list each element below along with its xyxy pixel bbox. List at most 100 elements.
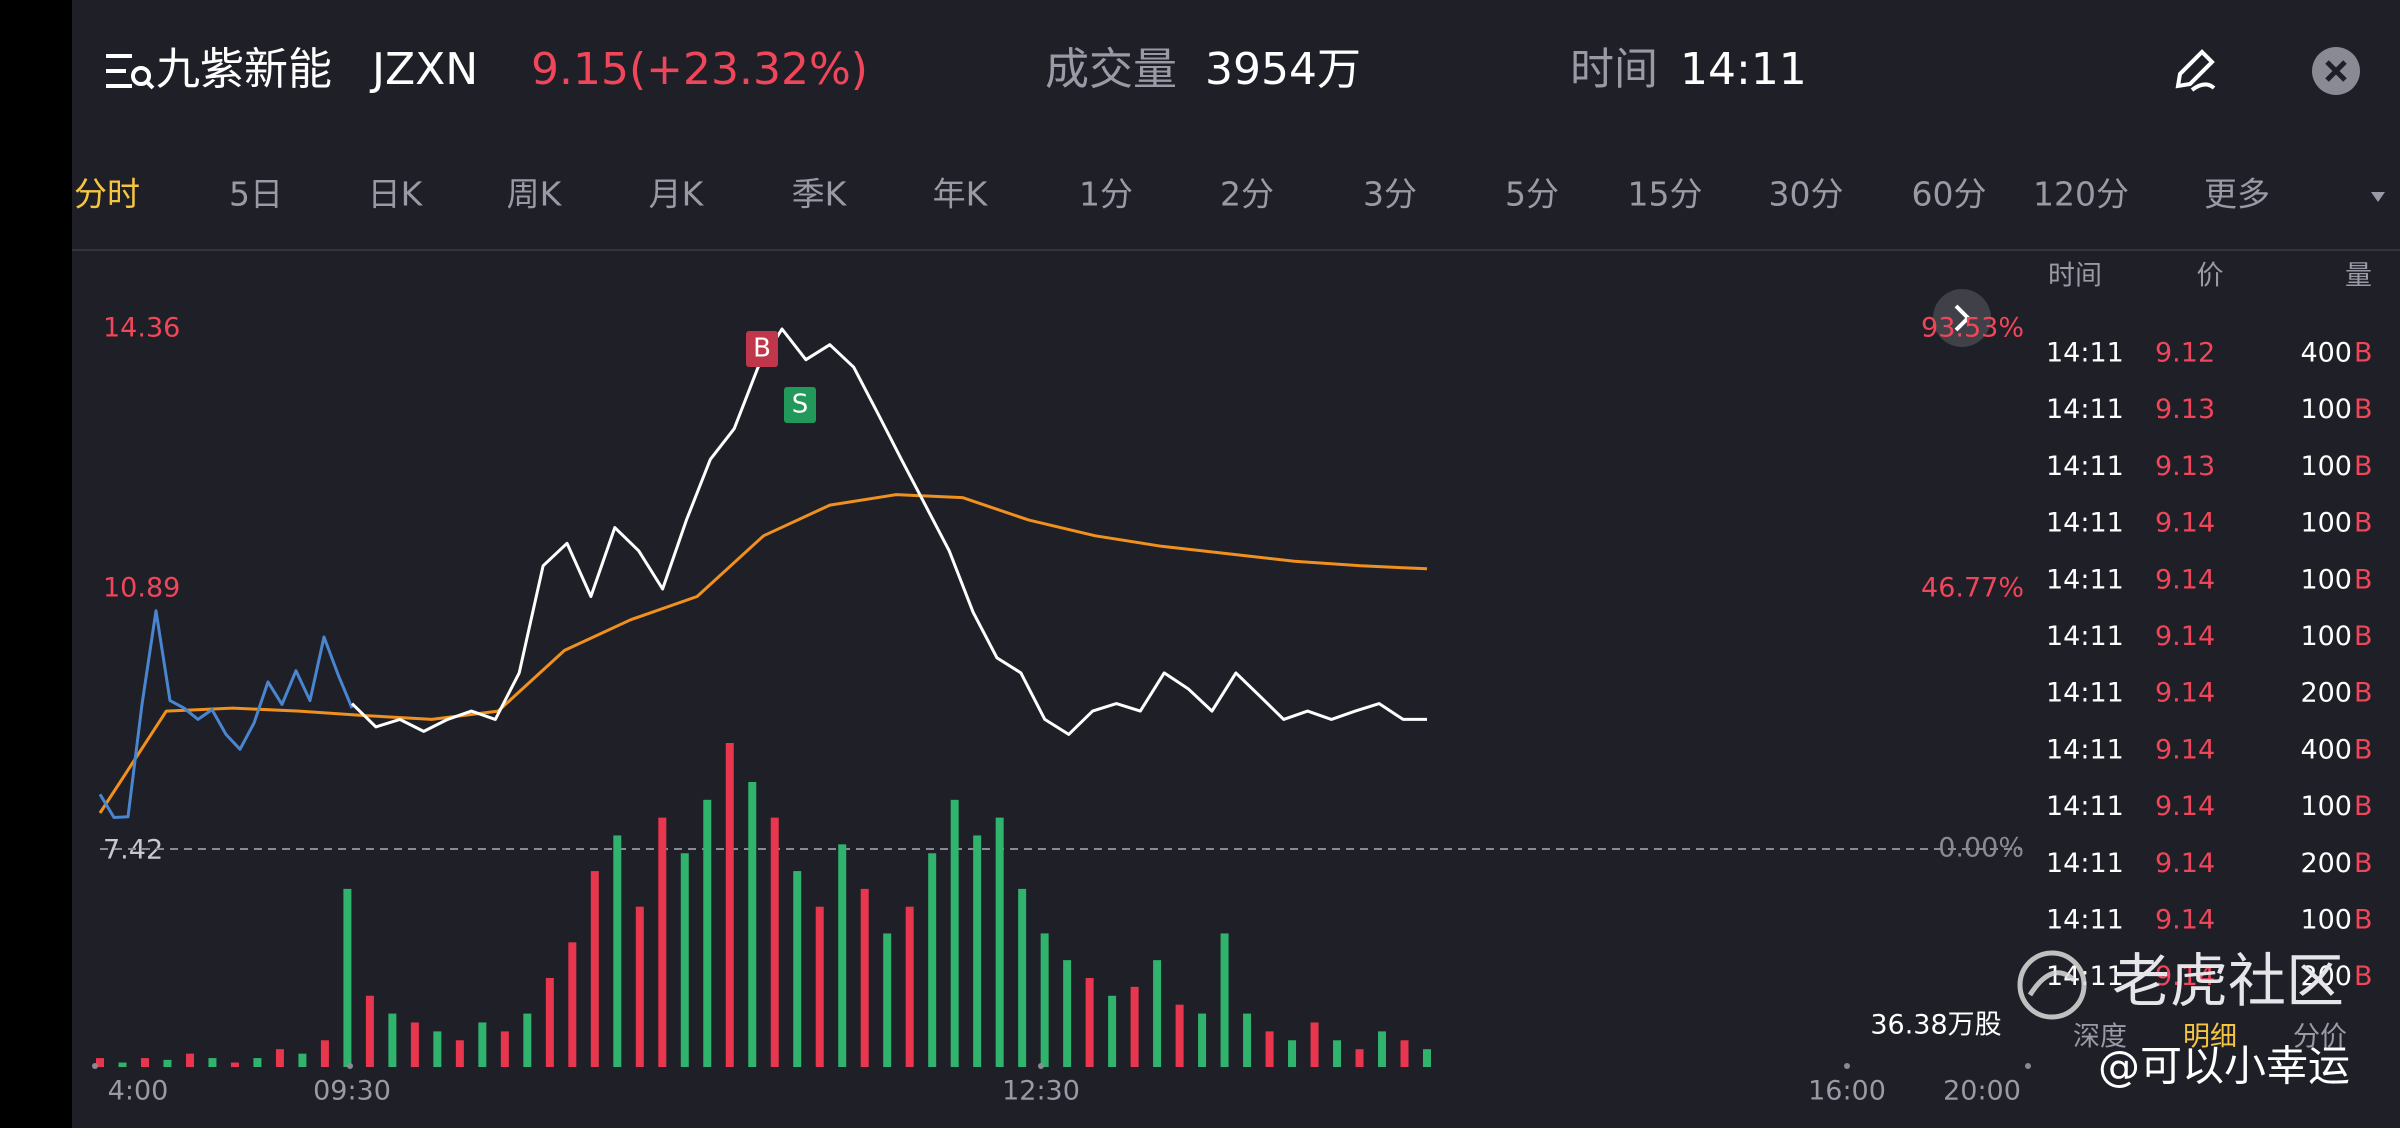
volume-bar — [613, 835, 622, 1067]
watermark-brand: 老虎社区 — [2112, 947, 2344, 1015]
trade-side: B — [2354, 451, 2373, 482]
volume-bar — [1198, 1013, 1207, 1067]
volume-bar — [455, 1040, 464, 1067]
trade-time: 14:11 — [2046, 394, 2124, 425]
bottom-tab[interactable]: 分价 — [2293, 1022, 2347, 1053]
tab[interactable]: 2分 — [1220, 175, 1274, 214]
x-axis-dot — [1038, 1063, 1044, 1069]
menu-icon[interactable] — [106, 54, 155, 90]
volume-bar — [1310, 1022, 1319, 1067]
tab[interactable]: 120分 — [2033, 175, 2129, 214]
volume-bar — [343, 888, 352, 1067]
bottom-tab[interactable]: 明细 — [2183, 1022, 2237, 1053]
volume-bar — [1400, 1040, 1409, 1067]
tab[interactable]: 30分 — [1769, 175, 1844, 214]
volume-bar — [725, 743, 734, 1067]
tab[interactable]: 更多 — [2204, 175, 2270, 214]
volume-bar — [1063, 960, 1072, 1067]
volume-bar — [1175, 1004, 1184, 1067]
trade-side: B — [2354, 848, 2373, 879]
tab[interactable]: 60分 — [1912, 175, 1987, 214]
trade-price: 9.12 — [2155, 338, 2215, 369]
x-tick-label: 12:30 — [1002, 1076, 1080, 1107]
volume-bar — [1355, 1049, 1364, 1067]
volume-bar — [973, 835, 982, 1067]
trade-marker-label: B — [753, 334, 771, 364]
trade-side: B — [2354, 678, 2373, 709]
x-axis-dot — [1844, 1063, 1850, 1069]
volume-bar — [793, 871, 802, 1067]
trade-price: 9.14 — [2155, 564, 2215, 595]
volume-bar — [1108, 995, 1117, 1067]
volume-bar — [523, 1013, 532, 1067]
tab[interactable]: 3分 — [1363, 175, 1417, 214]
trade-qty: 100 — [2300, 621, 2352, 652]
watermark-user: @可以小幸运 — [2098, 1042, 2350, 1091]
volume-bar — [1018, 888, 1027, 1067]
tab[interactable]: 15分 — [1628, 175, 1703, 214]
volume-max-label: 36.38万股 — [1870, 1010, 2001, 1041]
tab[interactable]: 季K — [792, 175, 848, 214]
x-axis-dot — [92, 1063, 98, 1069]
tab[interactable]: 分时 — [74, 175, 140, 214]
volume-bar — [995, 817, 1004, 1067]
volume-bar — [860, 888, 869, 1067]
volume-bar — [1040, 933, 1049, 1067]
y2-tick-label: 0.00% — [1938, 833, 2024, 864]
trade-side: B — [2354, 905, 2373, 936]
watermark-logo — [2017, 950, 2087, 1020]
trade-qty: 200 — [2300, 961, 2352, 992]
volume-bar — [1378, 1031, 1387, 1067]
trade-price: 9.14 — [2155, 621, 2215, 652]
volume-bar — [658, 817, 667, 1067]
volume-bar — [568, 942, 577, 1067]
trade-time: 14:11 — [2046, 564, 2124, 595]
trade-side: B — [2354, 734, 2373, 765]
y-tick-label: 14.36 — [103, 313, 180, 344]
volume-bar — [703, 799, 712, 1067]
close-button[interactable] — [2312, 47, 2360, 95]
tab[interactable]: 5日 — [229, 175, 283, 214]
trade-price: 9.14 — [2155, 905, 2215, 936]
volume-bar — [1288, 1040, 1297, 1067]
volume-bar — [163, 1059, 172, 1067]
edit-icon[interactable] — [2175, 49, 2216, 92]
trade-qty: 200 — [2300, 848, 2352, 879]
expand-button[interactable] — [1933, 289, 1991, 347]
price-change: 9.15(+23.32%) — [531, 44, 868, 95]
stock-name: 九紫新能 — [156, 44, 332, 95]
tab[interactable]: 日K — [368, 175, 424, 214]
y2-tick-label: 46.77% — [1921, 572, 2024, 603]
volume-bar — [1333, 1040, 1342, 1067]
tab[interactable]: 5分 — [1505, 175, 1559, 214]
trade-qty: 100 — [2300, 508, 2352, 539]
tab[interactable]: 周K — [507, 175, 563, 214]
trade-qty: 100 — [2300, 394, 2352, 425]
volume-bar — [1220, 933, 1229, 1067]
volume-bar — [433, 1031, 442, 1067]
tab[interactable]: 月K — [649, 175, 705, 214]
trade-qty: 100 — [2300, 451, 2352, 482]
trade-qty: 100 — [2300, 791, 2352, 822]
trade-side: B — [2354, 621, 2373, 652]
trade-qty: 400 — [2300, 338, 2352, 369]
trade-price: 9.14 — [2155, 961, 2215, 992]
bottom-tab[interactable]: 深度 — [2073, 1022, 2127, 1053]
volume-bar — [770, 817, 779, 1067]
price-line — [350, 327, 1427, 736]
trade-marker — [746, 331, 778, 367]
trade-side: B — [2354, 564, 2373, 595]
volume-bar — [1423, 1049, 1431, 1067]
tab[interactable]: 年K — [933, 175, 989, 214]
volume-bar — [815, 906, 824, 1067]
trade-time: 14:11 — [2046, 338, 2124, 369]
tab[interactable]: 1分 — [1079, 175, 1133, 214]
volume-bar — [680, 853, 689, 1067]
trade-qty: 100 — [2300, 905, 2352, 936]
premarket-line — [98, 609, 354, 819]
time-label: 时间 — [1570, 44, 1658, 95]
x-tick-label: 16:00 — [1808, 1076, 1886, 1107]
more-arrow[interactable] — [2371, 192, 2385, 202]
